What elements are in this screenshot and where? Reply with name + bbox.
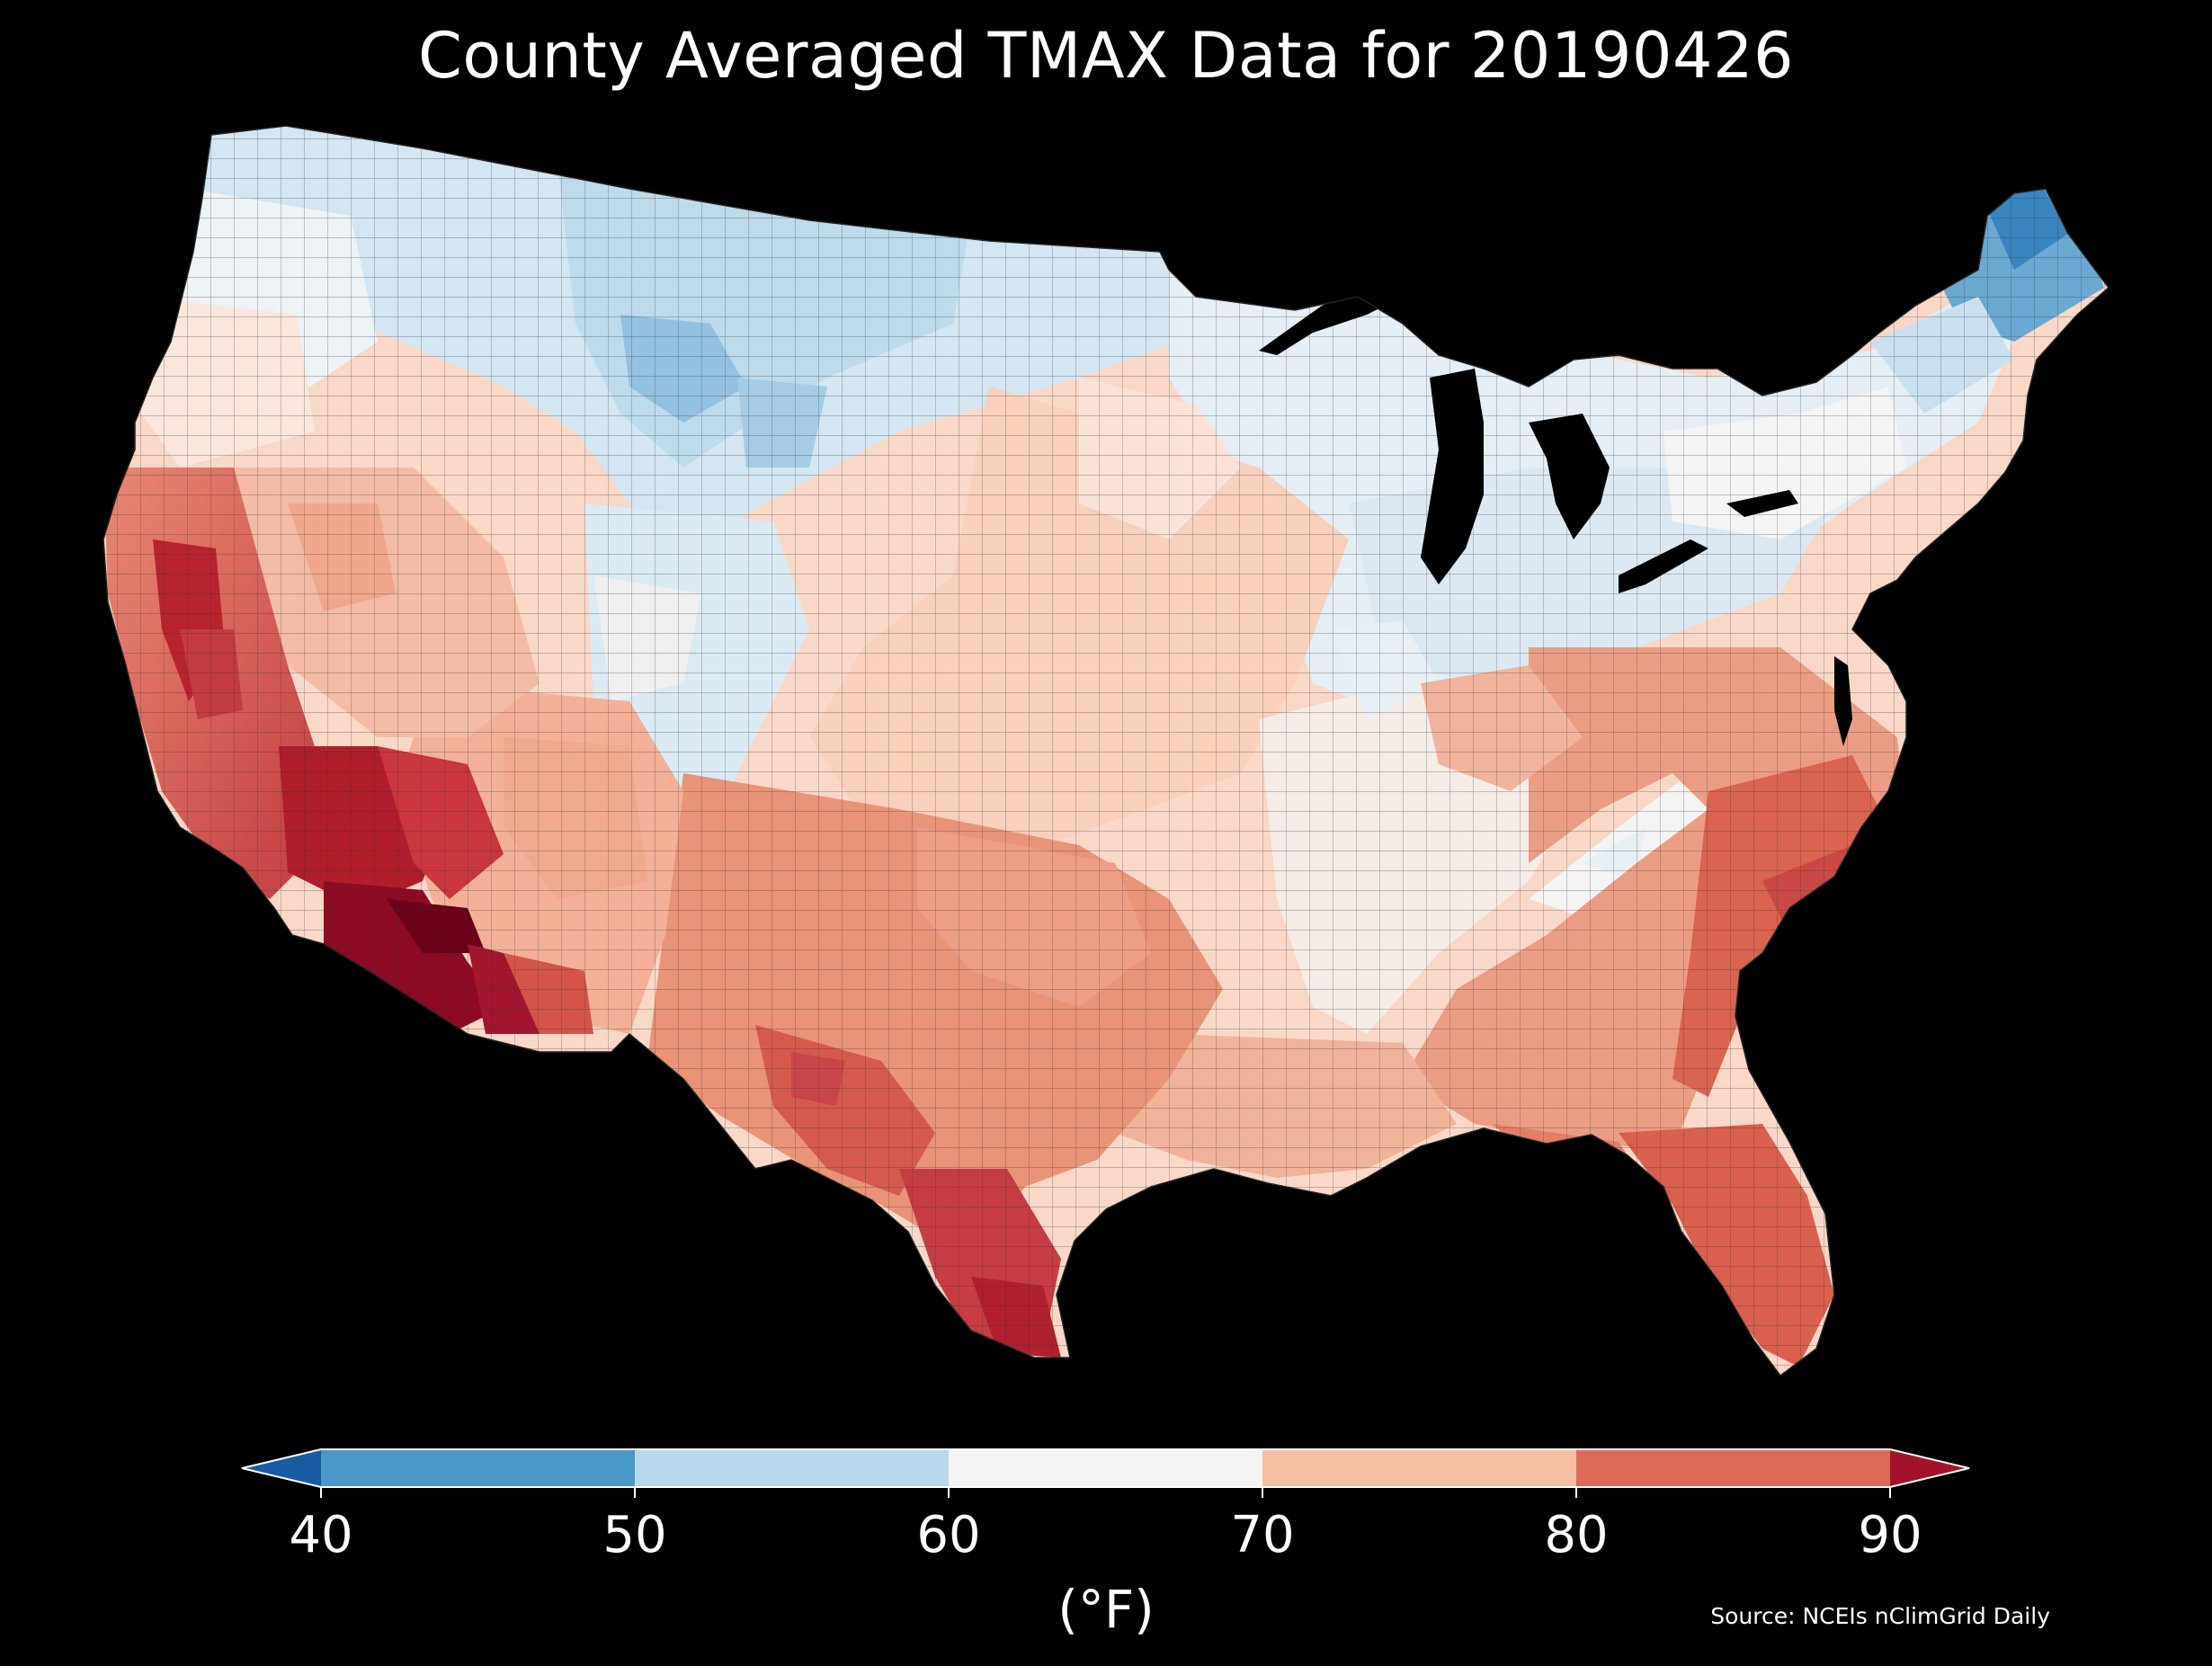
colorbar-tick-80: 80 xyxy=(1544,1506,1609,1564)
colorbar-unit-label: (°F) xyxy=(1057,1579,1155,1640)
colorbar-tick-90: 90 xyxy=(1858,1506,1922,1564)
colorbar xyxy=(241,1448,1970,1498)
lake-huron xyxy=(1529,414,1610,539)
colorbar-bin-60-70 xyxy=(949,1449,1262,1487)
colorbar-bin-40-50 xyxy=(321,1449,635,1487)
colorbar-over-arrow xyxy=(1890,1449,1969,1487)
lake-michigan xyxy=(1421,369,1484,584)
colorbar-tick-50: 50 xyxy=(602,1506,667,1564)
colorbar-tick-60: 60 xyxy=(916,1506,981,1564)
colorbar-tick-40: 40 xyxy=(289,1506,353,1564)
great-lakes xyxy=(1259,270,1852,746)
colorbar-tick-70: 70 xyxy=(1230,1506,1295,1564)
colorbar-bin-70-80 xyxy=(1262,1449,1576,1487)
source-credit: Source: NCEIs nClimGrid Daily xyxy=(1710,1603,2050,1629)
chesapeake-bay xyxy=(1834,656,1852,746)
lake-erie xyxy=(1619,539,1708,593)
colorbar-bin-80-90 xyxy=(1576,1449,1890,1487)
colorbar-under-arrow xyxy=(242,1449,321,1487)
map-title: County Averaged TMAX Data for 20190426 xyxy=(417,19,1795,93)
lake-ontario xyxy=(1726,490,1798,517)
lake-superior xyxy=(1259,270,1403,355)
colorbar-bin-50-60 xyxy=(635,1449,949,1487)
